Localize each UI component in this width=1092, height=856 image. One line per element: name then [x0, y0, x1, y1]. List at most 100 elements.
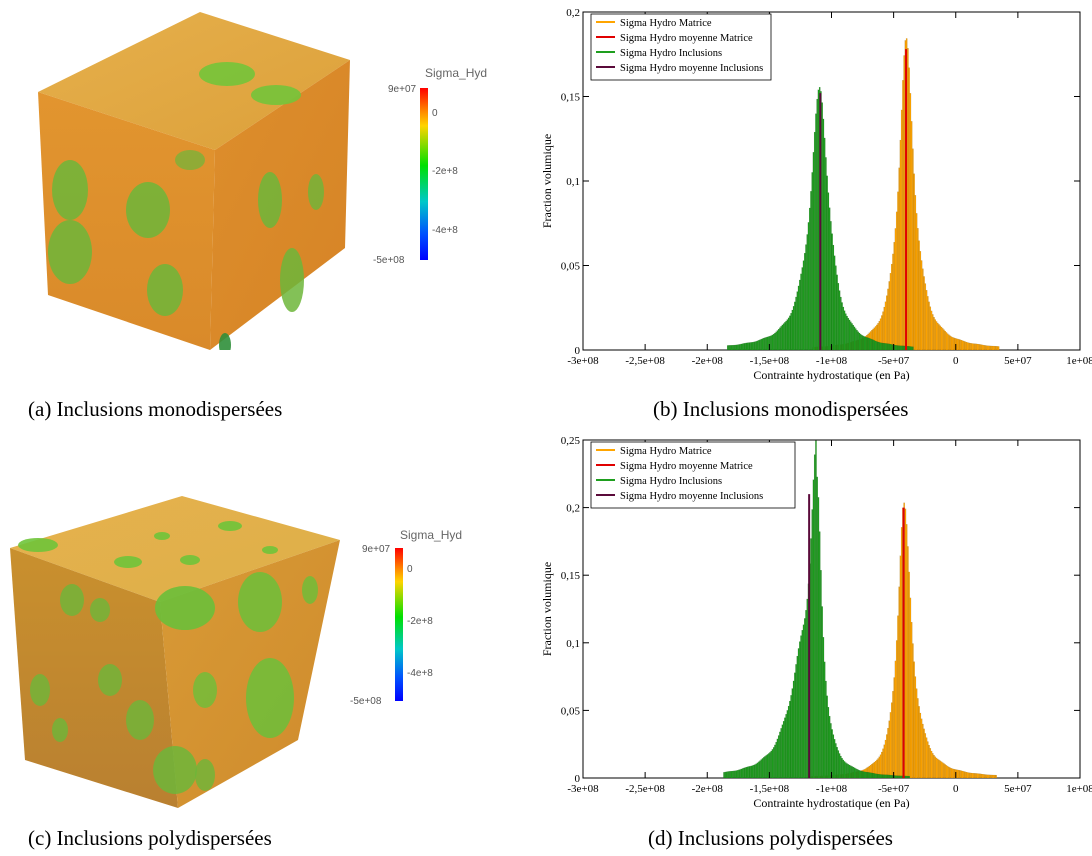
- histogram-bar: [796, 655, 799, 779]
- histogram-bar: [790, 695, 792, 779]
- legend-label: Sigma Hydro moyenne Matrice: [620, 33, 753, 44]
- histogram-bar: [933, 317, 935, 351]
- histogram-bar: [748, 766, 750, 779]
- legend-label: Sigma Hydro Matrice: [620, 446, 712, 457]
- histogram-bar: [919, 712, 922, 779]
- histogram-bar: [974, 773, 976, 779]
- histogram-bar: [893, 677, 896, 779]
- cube-top-face: [38, 12, 350, 150]
- histogram-bar: [802, 260, 805, 351]
- histogram-bar: [785, 320, 787, 351]
- histogram-bar: [753, 341, 755, 351]
- histogram-bar: [848, 319, 851, 351]
- histogram-bar: [838, 753, 841, 779]
- histogram-bar: [815, 440, 817, 779]
- histogram-bar: [918, 706, 920, 779]
- histogram-bar: [823, 137, 826, 351]
- histogram-bar: [899, 139, 902, 351]
- histogram-bar: [866, 771, 868, 779]
- histogram-bar: [764, 756, 766, 779]
- histogram-bar: [895, 211, 898, 351]
- histogram-bar: [766, 754, 769, 779]
- histogram-bar: [883, 343, 886, 351]
- histogram-bar: [939, 325, 941, 351]
- histogram-bar: [838, 290, 841, 351]
- x-tick-label: -2e+08: [692, 355, 724, 367]
- histogram-bar: [867, 337, 869, 351]
- histogram-bar: [749, 342, 751, 351]
- histogram-bar: [950, 336, 953, 351]
- histogram-bar: [930, 310, 933, 351]
- histogram-bar: [903, 345, 905, 351]
- histogram-bar: [764, 337, 766, 351]
- x-tick-label: -2,5e+08: [625, 783, 665, 795]
- histogram-bar: [940, 761, 943, 779]
- histogram-bar: [848, 764, 851, 779]
- histogram-bar: [784, 717, 786, 779]
- y-tick-label: 0,05: [561, 705, 581, 717]
- histogram-bar: [868, 338, 871, 351]
- histogram-bar: [934, 756, 937, 779]
- histogram-bar: [895, 775, 898, 779]
- histogram-bar: [984, 345, 986, 351]
- chart-svg: -3e+08 -2,5e+08 -2e+08 -1,5e+08 -1e+08 -5e+07…: [540, 435, 1092, 810]
- histogram-bar: [886, 774, 888, 779]
- histogram-bar: [908, 775, 910, 779]
- histogram-bar: [953, 768, 955, 779]
- histogram-bar: [910, 346, 913, 351]
- histogram-bar: [791, 309, 794, 351]
- histogram-bar: [796, 291, 799, 351]
- histogram-bar: [813, 454, 816, 779]
- histogram-bar: [751, 765, 754, 779]
- histogram-bar: [884, 774, 887, 779]
- histogram-bar: [833, 255, 836, 351]
- histogram-bar: [811, 172, 814, 351]
- histogram-bar: [825, 157, 827, 351]
- histogram-bar: [863, 771, 866, 779]
- cube-render-c: [0, 490, 340, 810]
- histogram-bar: [868, 772, 871, 779]
- histogram-bar: [981, 344, 984, 351]
- cube-render-a: [30, 0, 360, 357]
- histogram-bar: [734, 344, 736, 351]
- histogram-bar: [969, 342, 971, 351]
- histogram-bar: [787, 705, 790, 779]
- histogram-bar: [900, 109, 903, 351]
- histogram-bar: [746, 342, 749, 351]
- histogram-bar: [991, 345, 994, 351]
- histogram-bar: [944, 764, 946, 779]
- y-axis-label: Fraction volumique: [540, 134, 554, 228]
- histogram-bar: [958, 769, 960, 779]
- histogram-bar: [760, 759, 763, 779]
- histogram-bar: [953, 337, 955, 351]
- histogram-bar: [759, 339, 761, 351]
- histogram-bar: [830, 221, 832, 351]
- histogram-bar: [853, 767, 856, 779]
- histogram-bar: [822, 637, 825, 779]
- histogram-bar: [738, 769, 740, 779]
- histogram-bar: [876, 773, 878, 779]
- histogram-bar: [883, 744, 886, 779]
- x-tick-label: 5e+07: [1004, 783, 1032, 795]
- histogram-bar: [968, 342, 970, 351]
- histogram-bar: [826, 695, 828, 779]
- histogram-bar: [899, 555, 902, 779]
- histogram-bar: [966, 772, 969, 779]
- x-tick-label: 5e+07: [1004, 355, 1032, 367]
- histogram-bar: [866, 337, 868, 351]
- histogram-bar: [886, 343, 888, 351]
- histogram-bar: [927, 741, 929, 779]
- histogram-bar: [908, 571, 910, 779]
- histogram-bar: [945, 332, 948, 351]
- histogram-bar: [741, 768, 744, 779]
- histogram-bar: [781, 724, 784, 779]
- histogram-bar: [790, 313, 792, 351]
- histogram-bar: [910, 621, 913, 779]
- cube-top-face: [10, 496, 340, 602]
- histogram-bar: [923, 276, 925, 351]
- histogram-bar: [929, 306, 932, 351]
- histogram-bar: [784, 322, 786, 351]
- legend: Sigma Hydro Matrice Sigma Hydro moyenne M…: [590, 13, 772, 81]
- histogram-bar: [945, 765, 948, 779]
- histogram-bar: [770, 335, 773, 351]
